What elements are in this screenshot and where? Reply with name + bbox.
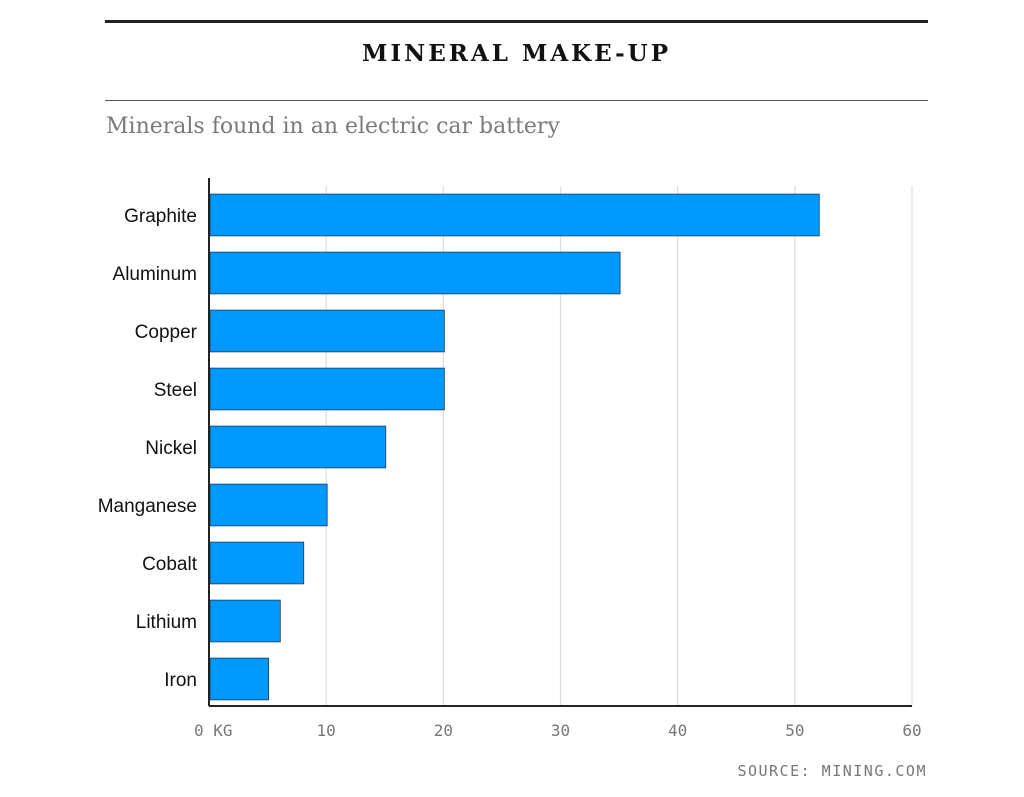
axes [208,178,912,707]
category-label: Aluminum [113,264,197,285]
category-labels: Graphite Aluminum Copper Steel Nickel Mangane… [98,206,198,691]
bar [209,309,445,353]
category-label: Cobalt [142,554,198,575]
bar [209,367,445,411]
category-label: Iron [164,670,197,691]
chart-title: MINERAL MAKE-UP [361,40,672,67]
category-label: Steel [154,380,197,401]
bar [209,425,387,469]
x-tick-label: 40 [668,721,687,740]
x-tick-label: 20 [434,721,453,740]
x-tick-labels: 0 KG 10 20 30 40 50 60 [194,721,922,740]
top-rule [105,20,928,23]
chart-subtitle: Minerals found in an electric car batter… [106,114,560,139]
bar [209,251,621,295]
bar [209,541,305,585]
category-label: Nickel [145,438,197,459]
x-tick-label: 0 KG [194,721,233,740]
bars [209,193,820,701]
category-label: Copper [135,322,198,343]
chart-source: SOURCE: MINING.COM [737,762,927,780]
x-tick-label: 60 [902,721,921,740]
bar [209,599,281,643]
title-divider [105,100,928,101]
x-tick-label: 30 [551,721,570,740]
category-label: Graphite [124,206,197,227]
category-label: Lithium [136,612,197,633]
category-label: Manganese [98,496,197,517]
bar [209,193,820,237]
x-tick-label: 50 [785,721,804,740]
bar [209,483,328,527]
x-tick-label: 10 [317,721,336,740]
bar [209,657,269,701]
